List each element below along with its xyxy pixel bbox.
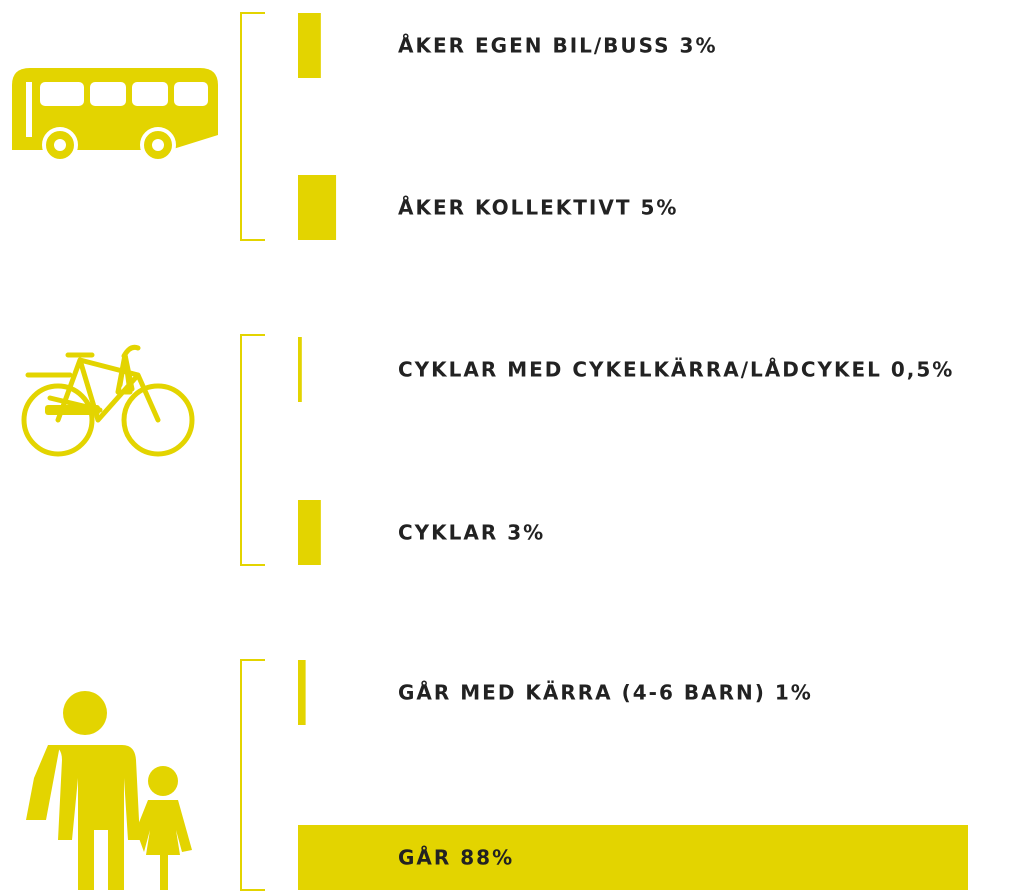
bar (298, 337, 302, 402)
people-icon (26, 691, 192, 890)
bracket (240, 659, 265, 891)
brackets (240, 12, 265, 891)
bar (298, 500, 321, 565)
bar-label: GÅR 88% (398, 845, 514, 869)
category-label: ÅKER EGEN BIL/BUSS (398, 33, 671, 57)
bicycle-icon (21, 344, 195, 457)
category-label: CYKLAR (398, 520, 498, 544)
category-label: GÅR MED KÄRRA (4-6 BARN) (398, 680, 766, 704)
value-label: 5% (640, 195, 678, 219)
value-label: 1% (775, 680, 813, 704)
bar-label: GÅR MED KÄRRA (4-6 BARN) 1% (398, 680, 813, 704)
bar (298, 660, 306, 725)
bracket (240, 334, 265, 566)
bus-icon (12, 68, 218, 163)
bar (298, 825, 968, 890)
bracket (240, 12, 265, 241)
value-label: 88% (460, 845, 514, 869)
bar (298, 13, 321, 78)
category-label: CYKLAR MED CYKELKÄRRA/LÅDCYKEL (398, 357, 882, 381)
category-label: ÅKER KOLLEKTIVT (398, 195, 631, 219)
bar-label: CYKLAR MED CYKELKÄRRA/LÅDCYKEL 0,5% (398, 357, 954, 381)
category-label: GÅR (398, 845, 451, 869)
value-label: 3% (680, 33, 718, 57)
value-label: 3% (507, 520, 545, 544)
bar (298, 175, 337, 240)
bar-label: ÅKER KOLLEKTIVT 5% (398, 195, 678, 219)
value-label: 0,5% (891, 357, 954, 381)
bar-label: ÅKER EGEN BIL/BUSS 3% (398, 33, 718, 57)
bar-label: CYKLAR 3% (398, 520, 545, 544)
